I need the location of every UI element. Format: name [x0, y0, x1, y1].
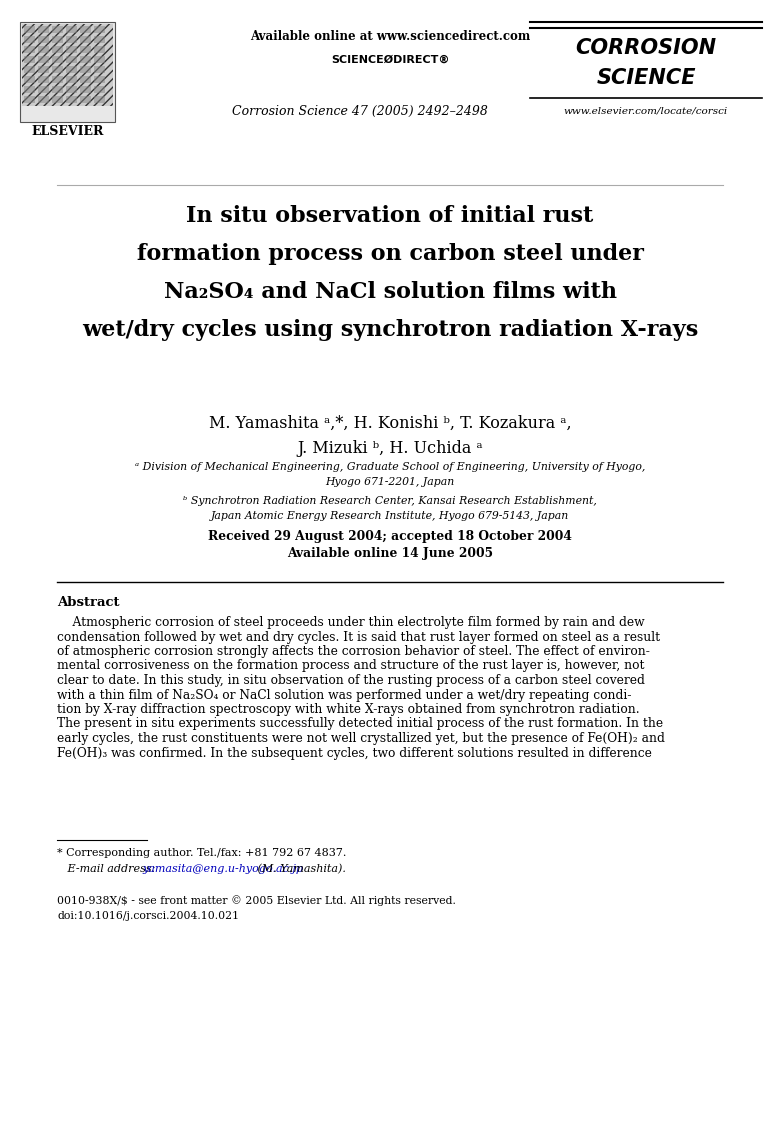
Bar: [80, 76, 91, 83]
Bar: [24, 56, 35, 63]
Bar: [52, 26, 63, 33]
Bar: [52, 46, 63, 53]
Text: wet/dry cycles using synchrotron radiation X-rays: wet/dry cycles using synchrotron radiati…: [82, 320, 698, 341]
Text: www.elsevier.com/locate/corsci: www.elsevier.com/locate/corsci: [564, 107, 728, 116]
Bar: [80, 46, 91, 53]
Text: clear to date. In this study, in situ observation of the rusting process of a ca: clear to date. In this study, in situ ob…: [57, 674, 645, 687]
Text: of atmospheric corrosion strongly affects the corrosion behavior of steel. The e: of atmospheric corrosion strongly affect…: [57, 645, 650, 658]
Text: ELSEVIER: ELSEVIER: [31, 125, 104, 138]
Text: tion by X-ray diffraction spectroscopy with white X-rays obtained from synchrotr: tion by X-ray diffraction spectroscopy w…: [57, 702, 640, 716]
Bar: [94, 26, 105, 33]
Bar: [52, 56, 63, 63]
Text: mental corrosiveness on the formation process and structure of the rust layer is: mental corrosiveness on the formation pr…: [57, 659, 644, 673]
Text: The present in situ experiments successfully detected initial process of the rus: The present in situ experiments successf…: [57, 717, 663, 731]
Bar: [52, 36, 63, 43]
Bar: [94, 36, 105, 43]
Bar: [24, 66, 35, 73]
Bar: [80, 56, 91, 63]
Bar: [24, 76, 35, 83]
Text: Corrosion Science 47 (2005) 2492–2498: Corrosion Science 47 (2005) 2492–2498: [232, 105, 488, 118]
Bar: [94, 56, 105, 63]
Bar: [66, 96, 77, 103]
Text: In situ observation of initial rust: In situ observation of initial rust: [186, 205, 594, 227]
Bar: [38, 26, 49, 33]
Text: M. Yamashita ᵃ,*, H. Konishi ᵇ, T. Kozakura ᵃ,: M. Yamashita ᵃ,*, H. Konishi ᵇ, T. Kozak…: [209, 415, 571, 432]
Text: Received 29 August 2004; accepted 18 October 2004: Received 29 August 2004; accepted 18 Oct…: [208, 530, 572, 543]
Bar: [38, 56, 49, 63]
Text: (M. Yamashita).: (M. Yamashita).: [254, 864, 346, 875]
Text: doi:10.1016/j.corsci.2004.10.021: doi:10.1016/j.corsci.2004.10.021: [57, 911, 239, 921]
Text: Available online 14 June 2005: Available online 14 June 2005: [287, 547, 493, 560]
Bar: [94, 96, 105, 103]
Bar: [38, 96, 49, 103]
Text: Atmospheric corrosion of steel proceeds under thin electrolyte film formed by ra: Atmospheric corrosion of steel proceeds …: [57, 616, 644, 629]
Bar: [52, 66, 63, 73]
Bar: [22, 24, 113, 107]
Bar: [80, 36, 91, 43]
Bar: [24, 26, 35, 33]
Text: J. Mizuki ᵇ, H. Uchida ᵃ: J. Mizuki ᵇ, H. Uchida ᵃ: [297, 440, 483, 457]
Text: condensation followed by wet and dry cycles. It is said that rust layer formed o: condensation followed by wet and dry cyc…: [57, 630, 660, 644]
Text: Hyogo 671-2201, Japan: Hyogo 671-2201, Japan: [325, 477, 455, 487]
Bar: [66, 76, 77, 83]
Text: ᵃ Division of Mechanical Engineering, Graduate School of Engineering, University: ᵃ Division of Mechanical Engineering, Gr…: [135, 462, 645, 472]
Bar: [66, 86, 77, 93]
Bar: [38, 36, 49, 43]
Bar: [94, 46, 105, 53]
Bar: [52, 96, 63, 103]
Bar: [66, 26, 77, 33]
Bar: [52, 76, 63, 83]
Bar: [20, 22, 115, 122]
Bar: [66, 46, 77, 53]
Text: 0010-938X/$ - see front matter © 2005 Elsevier Ltd. All rights reserved.: 0010-938X/$ - see front matter © 2005 El…: [57, 895, 456, 905]
Bar: [38, 76, 49, 83]
Text: SCIENCEØDIRECT®: SCIENCEØDIRECT®: [331, 56, 449, 65]
Text: Japan Atomic Energy Research Institute, Hyogo 679-5143, Japan: Japan Atomic Energy Research Institute, …: [211, 511, 569, 521]
Text: early cycles, the rust constituents were not well crystallized yet, but the pres: early cycles, the rust constituents were…: [57, 732, 665, 746]
Bar: [66, 56, 77, 63]
Text: CORROSION: CORROSION: [576, 39, 717, 58]
Text: with a thin film of Na₂SO₄ or NaCl solution was performed under a wet/dry repeat: with a thin film of Na₂SO₄ or NaCl solut…: [57, 689, 632, 701]
Bar: [24, 36, 35, 43]
Text: SCIENCE: SCIENCE: [596, 68, 696, 88]
Bar: [80, 66, 91, 73]
Text: Abstract: Abstract: [57, 596, 119, 610]
Bar: [38, 46, 49, 53]
Bar: [66, 66, 77, 73]
Bar: [80, 26, 91, 33]
Bar: [24, 46, 35, 53]
Text: * Corresponding author. Tel./fax: +81 792 67 4837.: * Corresponding author. Tel./fax: +81 79…: [57, 847, 346, 858]
Text: E-mail address:: E-mail address:: [57, 864, 159, 874]
Bar: [66, 36, 77, 43]
Text: yamasita@eng.u-hyogo.ac.jp: yamasita@eng.u-hyogo.ac.jp: [142, 864, 303, 874]
Text: Fe(OH)₃ was confirmed. In the subsequent cycles, two different solutions resulte: Fe(OH)₃ was confirmed. In the subsequent…: [57, 747, 652, 759]
Text: formation process on carbon steel under: formation process on carbon steel under: [136, 242, 644, 265]
Bar: [24, 86, 35, 93]
Bar: [38, 86, 49, 93]
Bar: [52, 86, 63, 93]
Bar: [80, 96, 91, 103]
Text: Na₂SO₄ and NaCl solution films with: Na₂SO₄ and NaCl solution films with: [164, 281, 616, 303]
Bar: [94, 76, 105, 83]
Text: ᵇ Synchrotron Radiation Research Center, Kansai Research Establishment,: ᵇ Synchrotron Radiation Research Center,…: [183, 496, 597, 506]
Bar: [24, 96, 35, 103]
Bar: [80, 86, 91, 93]
Text: Available online at www.sciencedirect.com: Available online at www.sciencedirect.co…: [250, 29, 530, 43]
Bar: [94, 66, 105, 73]
Bar: [38, 66, 49, 73]
Bar: [94, 86, 105, 93]
